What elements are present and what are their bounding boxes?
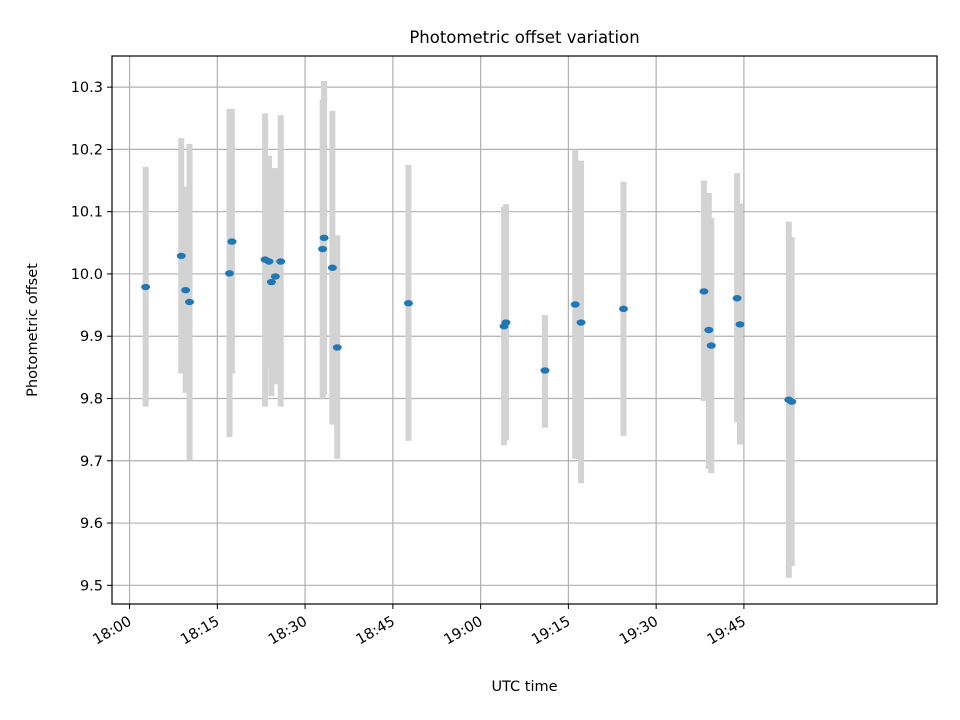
data-point — [276, 258, 286, 265]
y-tick-label: 9.9 — [80, 329, 103, 345]
data-point — [732, 295, 742, 302]
data-point — [403, 300, 413, 307]
data-point — [704, 326, 714, 334]
data-point — [319, 234, 329, 242]
data-point — [332, 344, 342, 351]
plot-area-frame — [111, 55, 938, 605]
data-point — [735, 321, 745, 328]
data-point — [540, 367, 550, 374]
data-point — [227, 238, 237, 245]
y-tick-label: 9.7 — [80, 454, 103, 470]
data-point — [501, 319, 511, 326]
data-point — [570, 301, 580, 308]
data-point — [176, 252, 186, 260]
data-point — [181, 286, 191, 294]
data-point — [618, 305, 628, 313]
data-point — [264, 258, 274, 265]
chart-title: Photometric offset variation — [409, 28, 639, 47]
x-axis-label: UTC time — [491, 679, 557, 695]
y-tick-label: 10.1 — [71, 205, 103, 221]
data-points — [141, 234, 797, 405]
y-tick-label: 9.8 — [80, 392, 103, 408]
data-point — [185, 298, 195, 306]
y-axis: 9.5 9.6 9.7 9.8 9.9 10.0 10.1 10.2 10.3 — [71, 80, 112, 594]
data-point — [706, 342, 716, 349]
data-point — [699, 288, 709, 295]
data-point — [266, 278, 276, 286]
y-tick-label: 10.2 — [71, 142, 103, 158]
y-axis-label: Photometric offset — [25, 263, 41, 397]
data-point — [327, 264, 337, 271]
data-point — [141, 283, 151, 291]
data-point — [225, 270, 235, 277]
data-point — [787, 398, 797, 405]
y-tick-label: 10.0 — [71, 267, 103, 283]
data-point — [576, 319, 586, 326]
data-point — [318, 245, 328, 253]
y-tick-label: 9.5 — [80, 578, 103, 594]
grid — [112, 56, 937, 604]
data-point — [270, 273, 280, 280]
y-tick-label: 10.3 — [71, 80, 103, 96]
y-tick-label: 9.6 — [80, 516, 103, 532]
